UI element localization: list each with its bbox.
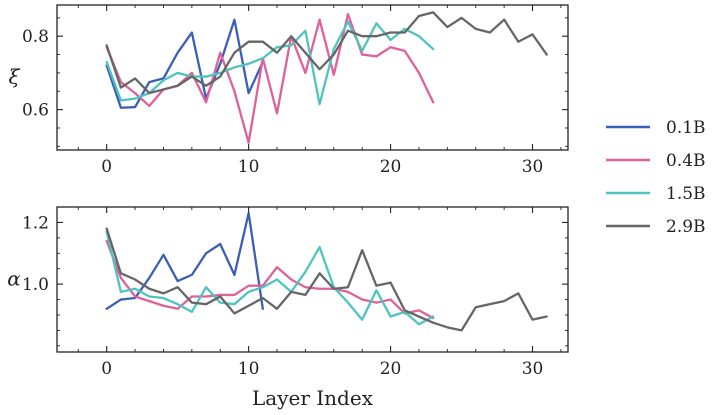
legend-label-0-1b: 0.1B	[666, 118, 706, 138]
legend-label-2-9b: 2.9B	[666, 217, 706, 237]
bottom-plot-frame	[56, 206, 569, 353]
bottom-x-tick-label: 30	[522, 359, 544, 379]
bottom-y-tick-label: 1.2	[22, 213, 49, 233]
bottom-y-axis-label: α	[7, 267, 21, 291]
top-series-line-2-9b	[105, 11, 548, 95]
bottom-series-line-0-1b	[105, 212, 264, 310]
legend: 0.1B 0.4B 1.5B 2.9B	[606, 118, 706, 237]
bottom-x-tick-label: 0	[101, 359, 112, 379]
bottom-series-line-2-9b	[105, 227, 548, 332]
bottom-series-line-1-5b	[105, 230, 435, 326]
top-x-tick-label: 10	[238, 157, 260, 177]
top-y-axis-label: ξ	[8, 65, 20, 89]
top-x-tick-label: 30	[522, 157, 544, 177]
bottom-y-tick-label: 1.0	[22, 275, 49, 295]
bottom-x-tick-label: 20	[380, 359, 402, 379]
top-x-tick-label: 20	[380, 157, 402, 177]
top-chart-xi: 0 10 20 30 0.6 0.8ξ	[8, 4, 569, 177]
legend-label-0-4b: 0.4B	[666, 151, 706, 171]
bottom-x-tick-label: 10	[238, 359, 260, 379]
top-series-line-1-5b	[105, 20, 435, 106]
bottom-series-line-0-4b	[105, 239, 435, 320]
top-y-tick-label: 0.6	[22, 101, 49, 121]
top-y-tick-label: 0.8	[22, 27, 49, 47]
bottom-x-axis-label: Layer Index	[252, 386, 374, 410]
bottom-chart-alpha: 0 10 20 30 1.0 1.2 α Layer Index	[7, 206, 569, 410]
top-plot-frame	[56, 4, 569, 151]
top-series-line-0-4b	[105, 13, 435, 144]
top-series-line-0-1b	[105, 18, 264, 109]
top-x-tick-label: 0	[101, 157, 112, 177]
legend-label-1-5b: 1.5B	[666, 184, 706, 204]
